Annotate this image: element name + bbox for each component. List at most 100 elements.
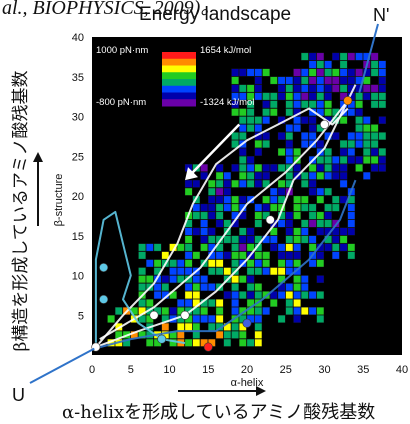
heatmap-cell <box>285 243 294 252</box>
heatmap-cell <box>316 52 325 61</box>
heatmap-cell <box>355 68 363 77</box>
heatmap-cell <box>239 227 247 236</box>
heatmap-cell <box>339 179 348 188</box>
heatmap-cell <box>192 330 201 339</box>
heatmap-cell <box>324 219 332 228</box>
heatmap-cell <box>122 338 131 347</box>
heatmap-cell <box>378 76 387 85</box>
heatmap-cell <box>308 76 317 85</box>
heatmap-cell <box>316 275 325 283</box>
heatmap-cell <box>231 251 239 260</box>
heatmap-cell <box>239 84 247 93</box>
heatmap-cell <box>184 291 193 299</box>
heatmap-cell <box>246 68 255 77</box>
heatmap-cell <box>378 68 387 77</box>
heatmap-cell <box>293 275 301 283</box>
heatmap-cell <box>246 171 255 180</box>
heatmap-cell <box>308 84 317 93</box>
heatmap-cell <box>231 283 239 291</box>
heatmap-cell <box>339 227 348 236</box>
heatmap-cell <box>293 92 301 101</box>
heatmap-cell <box>246 100 255 109</box>
heatmap-cell <box>184 338 193 347</box>
heatmap-cell <box>262 164 270 172</box>
heatmap-cell <box>262 203 270 212</box>
heatmap-cell <box>370 92 379 101</box>
heatmap-cell <box>153 243 162 252</box>
heatmap-cell <box>239 243 247 252</box>
heatmap-cell <box>262 195 270 204</box>
heatmap-cell <box>285 76 294 85</box>
heatmap-cell <box>355 164 363 172</box>
heatmap-cell <box>262 267 270 276</box>
heatmap-cell <box>231 84 239 93</box>
heatmap-cell <box>239 195 247 204</box>
heatmap-cell <box>200 227 208 236</box>
heatmap-cell <box>138 267 146 276</box>
heatmap-cell <box>239 330 247 339</box>
heatmap-cell <box>332 68 340 77</box>
heatmap-cell <box>254 203 263 212</box>
heatmap-cell <box>324 148 332 156</box>
heatmap-cell <box>293 100 301 109</box>
heatmap-cell <box>293 124 301 132</box>
heatmap-cell <box>270 187 278 196</box>
heatmap-cell <box>316 76 325 85</box>
heatmap-cell <box>270 195 278 204</box>
heatmap-cell <box>231 275 239 283</box>
y-tick-label: 20 <box>72 191 84 203</box>
heatmap-cell <box>184 227 193 236</box>
heatmap-cell <box>200 275 208 283</box>
heatmap-cell <box>177 259 185 268</box>
heatmap-cell <box>316 251 325 260</box>
heatmap-cell <box>301 116 309 124</box>
trajectory-line <box>99 99 349 340</box>
heatmap-cell <box>146 275 154 283</box>
heatmap-cell <box>293 84 301 93</box>
heatmap-cell <box>370 84 379 93</box>
heatmap-cell <box>285 84 294 93</box>
heatmap-cell <box>347 68 356 77</box>
trajectory-marker <box>343 96 353 106</box>
heatmap-cell <box>200 235 208 244</box>
outer-x-axis-label: α-helixを形成しているアミノ酸残基数 <box>62 402 376 423</box>
heatmap-cell <box>301 132 309 140</box>
heatmap-cell <box>215 187 224 196</box>
color-scale-band <box>162 92 196 100</box>
trajectory-line <box>94 210 186 348</box>
heatmap-cell <box>285 235 294 244</box>
heatmap-cell <box>107 315 115 323</box>
heatmap-cell <box>324 164 332 172</box>
heatmap-cell <box>223 338 232 347</box>
heatmap-cell <box>277 251 286 260</box>
heatmap-cell <box>200 315 208 323</box>
heatmap-cell <box>316 68 325 77</box>
x-tick-label: 20 <box>241 364 253 376</box>
color-scale-band <box>162 99 196 107</box>
heatmap-cell <box>332 132 340 140</box>
heatmap-cell <box>332 219 340 228</box>
heatmap-cell <box>277 84 286 93</box>
heatmap-cell <box>324 76 332 85</box>
heatmap-cell <box>370 132 379 140</box>
trajectory-marker <box>99 263 109 273</box>
trajectory-marker <box>149 310 159 320</box>
heatmap-cell <box>239 116 247 124</box>
heatmap-cell <box>215 299 224 307</box>
heatmap-cell <box>254 323 263 331</box>
heatmap-cell <box>378 164 387 172</box>
heatmap-cell <box>223 195 232 204</box>
heatmap-cell <box>177 243 185 252</box>
heatmap-cell <box>293 251 301 260</box>
heatmap-cell <box>308 171 317 180</box>
heatmap-cell <box>308 203 317 212</box>
heatmap-cell <box>208 203 216 212</box>
heatmap-cell <box>308 52 317 61</box>
heatmap-cell <box>301 179 309 188</box>
heatmap-cell <box>208 315 216 323</box>
heatmap-cell <box>285 227 294 236</box>
heatmap-cell <box>262 100 270 109</box>
heatmap-cell <box>355 52 363 61</box>
heatmap-cell <box>339 148 348 156</box>
heatmap-cell <box>285 140 294 148</box>
